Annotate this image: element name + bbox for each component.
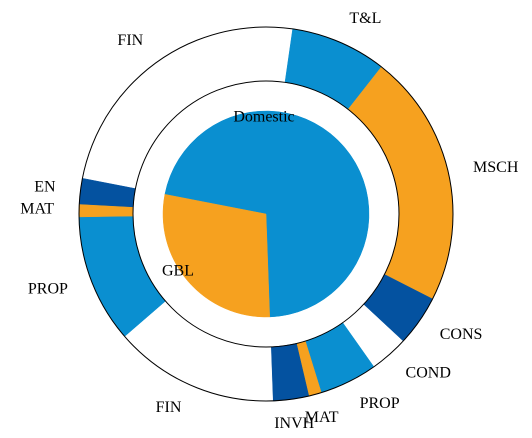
inner-wedge: [162, 194, 270, 318]
inner-label: Domestic: [233, 109, 294, 126]
wedges: [78, 26, 454, 402]
outer-label: MAT: [20, 201, 54, 218]
outer-outline: [78, 26, 454, 402]
outer-label: COND: [406, 364, 451, 381]
outer-label: PROP: [28, 280, 68, 297]
outer-label: MAT: [305, 409, 339, 426]
inner-wedge: [164, 110, 370, 318]
outer-label: MSCH: [473, 159, 519, 176]
outer-label: CONS: [440, 326, 483, 343]
outer-label: PROP: [360, 395, 400, 412]
outer-label: INVH: [274, 415, 314, 432]
outer-label: FIN: [117, 32, 143, 49]
outer-label: T&L: [349, 10, 381, 27]
ring-inner-outline: [132, 80, 400, 348]
inner-label: GBL: [162, 263, 194, 280]
outer-label: FIN: [156, 399, 182, 416]
outer-label: EN: [34, 179, 56, 196]
